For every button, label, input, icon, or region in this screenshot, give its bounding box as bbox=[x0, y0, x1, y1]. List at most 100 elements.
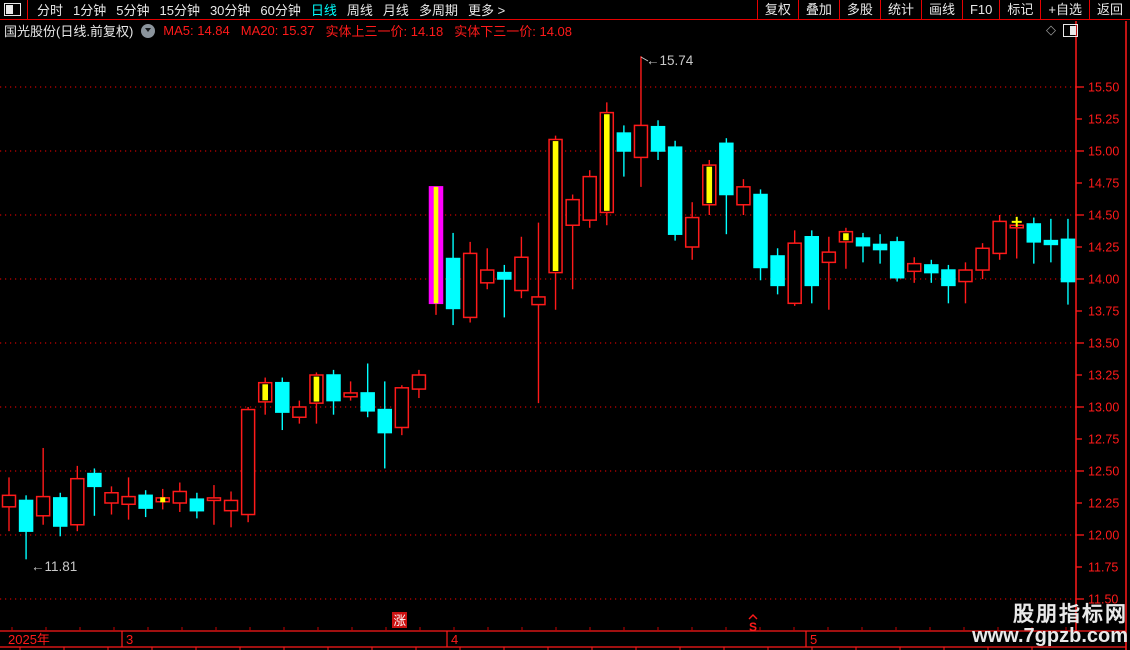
candle[interactable] bbox=[52, 492, 68, 537]
signal-stripe bbox=[433, 186, 439, 304]
candle[interactable] bbox=[462, 241, 478, 323]
candle[interactable] bbox=[35, 447, 51, 525]
candle[interactable] bbox=[855, 232, 871, 263]
candle[interactable] bbox=[445, 232, 461, 326]
window-split-icon[interactable] bbox=[4, 3, 21, 16]
candle[interactable] bbox=[1026, 217, 1042, 264]
candle[interactable] bbox=[565, 194, 580, 290]
candle[interactable] bbox=[719, 138, 734, 235]
candle[interactable] bbox=[958, 262, 973, 304]
candle[interactable] bbox=[292, 400, 307, 424]
toolbar-top: 分时 1分钟 5分钟 15分钟 30分钟 60分钟 日线 周线 月线 多周期 更多 > 复权 叠加 多股… bbox=[0, 0, 1130, 20]
candle[interactable] bbox=[343, 381, 358, 401]
candle[interactable] bbox=[479, 248, 495, 290]
candle[interactable] bbox=[1060, 218, 1076, 305]
button-F10[interactable]: F10 bbox=[961, 0, 999, 20]
button-返回[interactable]: 返回 bbox=[1088, 0, 1130, 20]
candle[interactable] bbox=[702, 159, 717, 215]
candle[interactable] bbox=[838, 227, 854, 269]
candle[interactable] bbox=[189, 492, 205, 519]
candle[interactable] bbox=[428, 186, 444, 315]
candle[interactable] bbox=[1043, 218, 1059, 263]
button-多股[interactable]: 多股 bbox=[838, 0, 880, 20]
candle[interactable] bbox=[172, 482, 188, 512]
candle[interactable] bbox=[514, 236, 529, 299]
candle[interactable] bbox=[240, 407, 256, 523]
candle-body bbox=[1026, 223, 1042, 243]
candle[interactable] bbox=[941, 264, 956, 304]
candle[interactable] bbox=[650, 120, 666, 160]
candle[interactable] bbox=[804, 230, 820, 304]
tab-1分钟[interactable]: 1分钟 bbox=[73, 3, 107, 18]
diamond-icon[interactable]: ◇ bbox=[1046, 22, 1056, 37]
candle[interactable] bbox=[548, 135, 563, 310]
candle[interactable] bbox=[360, 363, 375, 418]
candle-body bbox=[821, 251, 837, 264]
signal-s-label[interactable]: S bbox=[749, 620, 757, 634]
candle[interactable] bbox=[1009, 216, 1024, 259]
candle[interactable] bbox=[309, 372, 324, 424]
tab-日线[interactable]: 日线 bbox=[310, 3, 337, 18]
button-统计[interactable]: 统计 bbox=[879, 0, 921, 20]
candle-body bbox=[138, 494, 153, 509]
candle-body bbox=[223, 499, 239, 512]
tab-周线[interactable]: 周线 bbox=[346, 3, 373, 18]
candle[interactable] bbox=[411, 369, 427, 399]
button-+自选[interactable]: +自选 bbox=[1040, 0, 1089, 20]
candle[interactable] bbox=[394, 385, 410, 436]
candle[interactable] bbox=[736, 179, 751, 215]
candle[interactable] bbox=[633, 56, 649, 187]
candle[interactable] bbox=[257, 377, 273, 415]
tab-30分钟[interactable]: 30分钟 bbox=[209, 3, 251, 18]
candle[interactable] bbox=[992, 215, 1007, 260]
candle[interactable] bbox=[906, 257, 922, 283]
candle[interactable] bbox=[582, 170, 597, 228]
candle[interactable] bbox=[684, 202, 700, 260]
candle[interactable] bbox=[616, 125, 632, 177]
candle[interactable] bbox=[1, 477, 17, 532]
candle[interactable] bbox=[667, 140, 683, 241]
tab-5分钟[interactable]: 5分钟 bbox=[116, 3, 150, 18]
candle-body bbox=[958, 269, 973, 283]
candle[interactable] bbox=[770, 248, 785, 295]
candle[interactable] bbox=[787, 230, 802, 306]
candle[interactable] bbox=[377, 381, 393, 469]
zhang-badge[interactable] bbox=[392, 612, 407, 628]
button-叠加[interactable]: 叠加 bbox=[797, 0, 839, 20]
tab-分时[interactable]: 分时 bbox=[37, 3, 64, 18]
candle[interactable] bbox=[87, 468, 102, 516]
tab-60分钟[interactable]: 60分钟 bbox=[260, 3, 301, 18]
candle[interactable] bbox=[821, 236, 837, 310]
candle-body bbox=[684, 216, 700, 248]
candle[interactable] bbox=[18, 495, 34, 560]
candle[interactable] bbox=[531, 222, 546, 404]
button-标记[interactable]: 标记 bbox=[999, 0, 1040, 20]
candle-body bbox=[1, 494, 17, 508]
button-画线[interactable]: 画线 bbox=[920, 0, 962, 20]
tab-多周期[interactable]: 多周期 bbox=[418, 3, 458, 18]
candle[interactable] bbox=[753, 189, 768, 281]
tab-更多 >[interactable]: 更多 > bbox=[467, 3, 506, 18]
button-复权[interactable]: 复权 bbox=[756, 0, 798, 20]
candle[interactable] bbox=[872, 234, 888, 264]
candle[interactable] bbox=[975, 243, 990, 279]
candle[interactable] bbox=[155, 488, 170, 510]
candle[interactable] bbox=[275, 377, 290, 431]
candle[interactable] bbox=[206, 485, 222, 525]
candle[interactable] bbox=[924, 259, 939, 283]
layout-split-icon[interactable] bbox=[1063, 23, 1078, 37]
month-label: 5 bbox=[810, 632, 817, 647]
candle[interactable] bbox=[599, 102, 615, 226]
chevron-down-icon[interactable] bbox=[141, 23, 156, 38]
tab-15分钟[interactable]: 15分钟 bbox=[159, 3, 200, 18]
candle[interactable] bbox=[70, 465, 85, 532]
candle[interactable] bbox=[138, 490, 153, 518]
candle[interactable] bbox=[497, 264, 512, 318]
tab-月线[interactable]: 月线 bbox=[382, 3, 409, 18]
candle[interactable] bbox=[223, 491, 239, 528]
candle[interactable] bbox=[104, 486, 119, 515]
candle[interactable] bbox=[326, 369, 341, 415]
candle[interactable] bbox=[121, 477, 136, 520]
candle[interactable] bbox=[889, 236, 905, 282]
